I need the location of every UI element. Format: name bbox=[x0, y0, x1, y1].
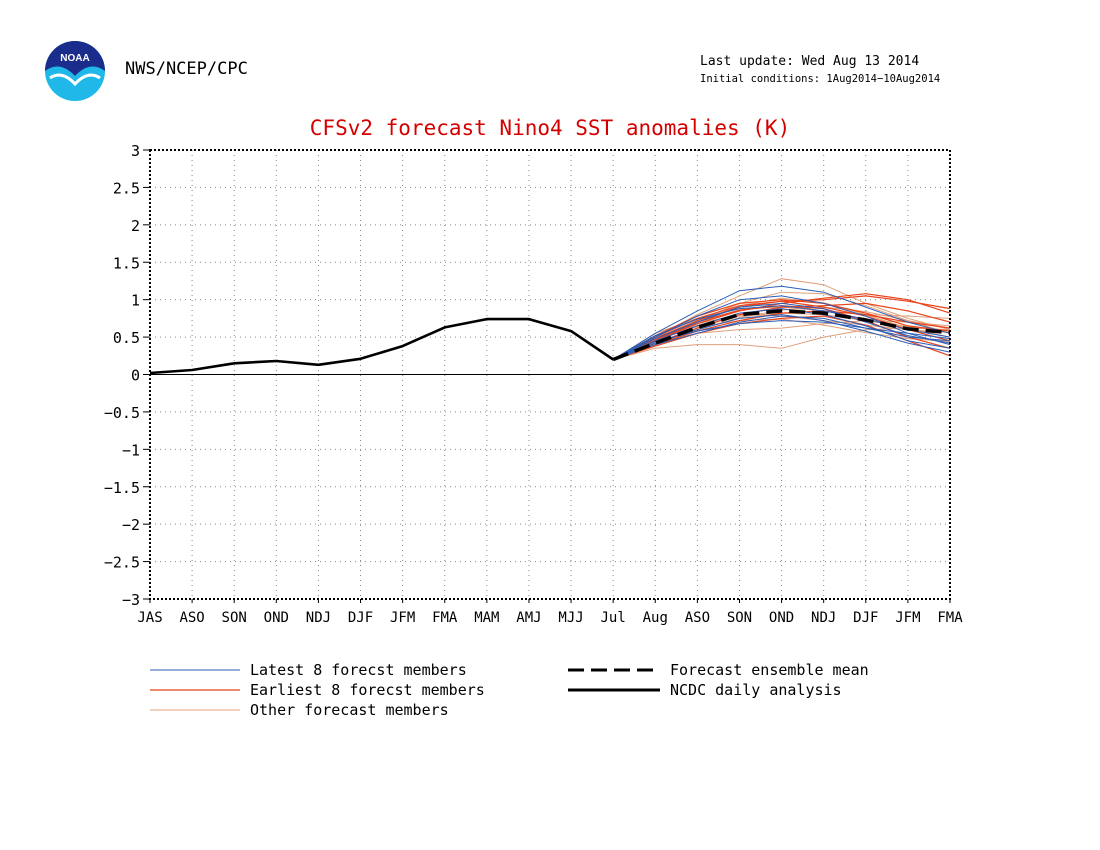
x-tick-label: ASO bbox=[179, 610, 204, 626]
legend-label: Forecast ensemble mean bbox=[670, 661, 869, 679]
legend-label: Other forecast members bbox=[250, 701, 449, 719]
x-tick-label: Aug bbox=[643, 610, 668, 626]
x-tick-label: DJF bbox=[348, 610, 373, 626]
noaa-logo: NOAA bbox=[45, 41, 105, 101]
analysis-line bbox=[149, 317, 614, 375]
logo-text: NOAA bbox=[60, 53, 89, 64]
y-tick-label: 0 bbox=[131, 367, 140, 385]
y-tick-label: −2.5 bbox=[104, 554, 140, 572]
ensemble-mean-line bbox=[612, 309, 951, 362]
plot-frame bbox=[149, 149, 951, 600]
x-tick-label: AMJ bbox=[516, 610, 541, 626]
y-tick-label: −3 bbox=[122, 591, 140, 609]
y-tick-label: 3 bbox=[131, 142, 140, 160]
y-tick-label: −1.5 bbox=[104, 479, 140, 497]
y-tick-label: −1 bbox=[122, 441, 140, 459]
x-tick-label: MJJ bbox=[558, 610, 583, 626]
member-line-earliest bbox=[612, 299, 951, 361]
legend-label: Latest 8 forecst members bbox=[250, 661, 467, 679]
x-tick-label: SON bbox=[727, 610, 752, 626]
x-tick-label: JAS bbox=[137, 610, 162, 626]
x-tick-label: Jul bbox=[601, 610, 626, 626]
y-tick-label: −0.5 bbox=[104, 404, 140, 422]
x-tick-label: DJF bbox=[853, 610, 878, 626]
x-tick-label: FMA bbox=[432, 610, 458, 626]
x-tick-label: ASO bbox=[685, 610, 710, 626]
last-update-label: Last update: Wed Aug 13 2014 bbox=[700, 54, 920, 69]
x-tick-label: FMA bbox=[937, 610, 963, 626]
x-tick-label: NDJ bbox=[811, 610, 836, 626]
y-tick-label: 1 bbox=[131, 292, 140, 310]
y-tick-label: 1.5 bbox=[113, 254, 140, 272]
x-tick-label: OND bbox=[264, 610, 289, 626]
member-line-earliest bbox=[612, 310, 951, 361]
org-label: NWS/NCEP/CPC bbox=[125, 59, 248, 79]
y-tick-label: 2.5 bbox=[113, 179, 140, 197]
x-tick-label: OND bbox=[769, 610, 794, 626]
x-tick-label: SON bbox=[222, 610, 247, 626]
x-tick-label: MAM bbox=[474, 610, 499, 626]
member-line-latest bbox=[612, 285, 951, 360]
member-line-latest bbox=[613, 315, 951, 360]
y-tick-label: 2 bbox=[131, 217, 140, 235]
legend-label: NCDC daily analysis bbox=[670, 681, 842, 699]
x-tick-label: JFM bbox=[390, 610, 415, 626]
y-tick-label: −2 bbox=[122, 516, 140, 534]
x-tick-label: JFM bbox=[895, 610, 920, 626]
initial-conditions-label: Initial conditions: 1Aug2014−10Aug2014 bbox=[700, 73, 941, 85]
member-line-latest bbox=[612, 308, 951, 360]
legend-label: Earliest 8 forecst members bbox=[250, 681, 485, 699]
chart-title: CFSv2 forecast Nino4 SST anomalies (K) bbox=[310, 116, 790, 140]
x-tick-label: NDJ bbox=[306, 610, 331, 626]
y-tick-label: 0.5 bbox=[113, 329, 140, 347]
